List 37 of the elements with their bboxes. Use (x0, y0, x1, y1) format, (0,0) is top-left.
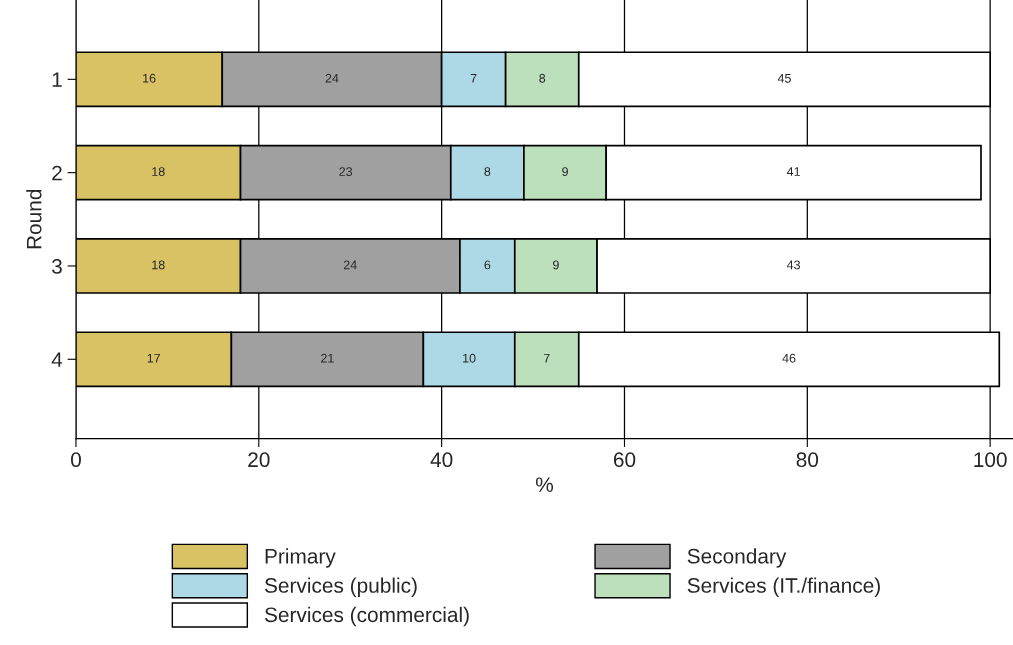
x-tick-label: 100 (974, 452, 1007, 468)
legend-label: Primary (265, 548, 336, 568)
data-label: 24 (325, 73, 339, 83)
data-label: 7 (543, 353, 550, 363)
data-label: 8 (539, 73, 546, 83)
x-tick-label: 20 (248, 452, 270, 468)
data-label: 18 (152, 167, 165, 176)
data-label: 46 (782, 353, 796, 363)
y-tick-label: 3 (51, 258, 62, 274)
data-label: 41 (786, 167, 800, 176)
data-label: 17 (147, 353, 160, 363)
data-label: 21 (321, 353, 334, 363)
data-label: 6 (484, 260, 491, 270)
x-tick-label: 0 (71, 452, 81, 468)
data-label: 8 (484, 167, 491, 176)
legend-label: Services (public) (264, 577, 417, 597)
y-tick-label: 1 (52, 72, 62, 87)
x-axis-title: % (535, 477, 554, 492)
data-label: 23 (339, 167, 353, 176)
data-label: 18 (152, 260, 165, 270)
data-label: 9 (553, 260, 559, 270)
legend-label: Secondary (687, 548, 787, 568)
data-label: 16 (143, 73, 156, 83)
data-label: 45 (777, 73, 791, 83)
data-label: 24 (343, 260, 357, 270)
data-label: 7 (470, 73, 477, 83)
y-tick-label: 2 (52, 165, 62, 181)
x-tick-label: 40 (430, 452, 453, 468)
y-axis-title: Round (26, 189, 42, 249)
data-label: 43 (786, 260, 800, 270)
data-label: 9 (562, 167, 568, 176)
y-tick-label: 4 (51, 352, 63, 367)
x-tick-label: 80 (796, 452, 819, 468)
data-label: 10 (463, 353, 476, 363)
legend-label: Services (IT./finance) (687, 577, 880, 597)
x-tick-label: 60 (613, 452, 636, 468)
legend-label: Services (commercial) (264, 606, 469, 627)
